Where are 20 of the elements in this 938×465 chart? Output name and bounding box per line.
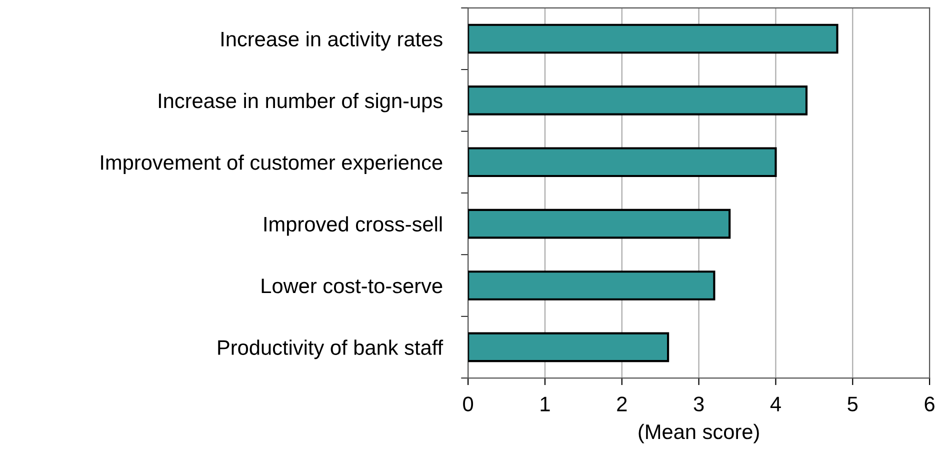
bar (468, 332, 670, 362)
bar (468, 147, 777, 178)
bar (468, 270, 716, 300)
x-tick-label: 0 (463, 396, 474, 412)
y-tick-label: Increase in number of sign-ups (158, 92, 442, 112)
x-tick-label: 3 (694, 396, 704, 412)
y-tick-label: Increase in activity rates (222, 31, 442, 51)
x-tick-label: 1 (540, 396, 550, 412)
bar (468, 208, 731, 239)
y-tick-label: Improved cross-sell (264, 216, 442, 236)
bar (468, 86, 808, 116)
y-tick-label: Productivity of bank staff (218, 340, 444, 360)
x-tick-label: 5 (848, 396, 858, 412)
bar (468, 24, 838, 54)
y-tick-label: Lower cost-to-serve (262, 278, 442, 294)
y-tick-label: Improvement of customer experience (101, 154, 442, 174)
x-tick-label: 4 (770, 396, 781, 412)
x-tick-label: 6 (924, 396, 934, 412)
x-axis-title: (Mean score) (638, 424, 759, 444)
x-tick-label: 2 (617, 396, 627, 412)
